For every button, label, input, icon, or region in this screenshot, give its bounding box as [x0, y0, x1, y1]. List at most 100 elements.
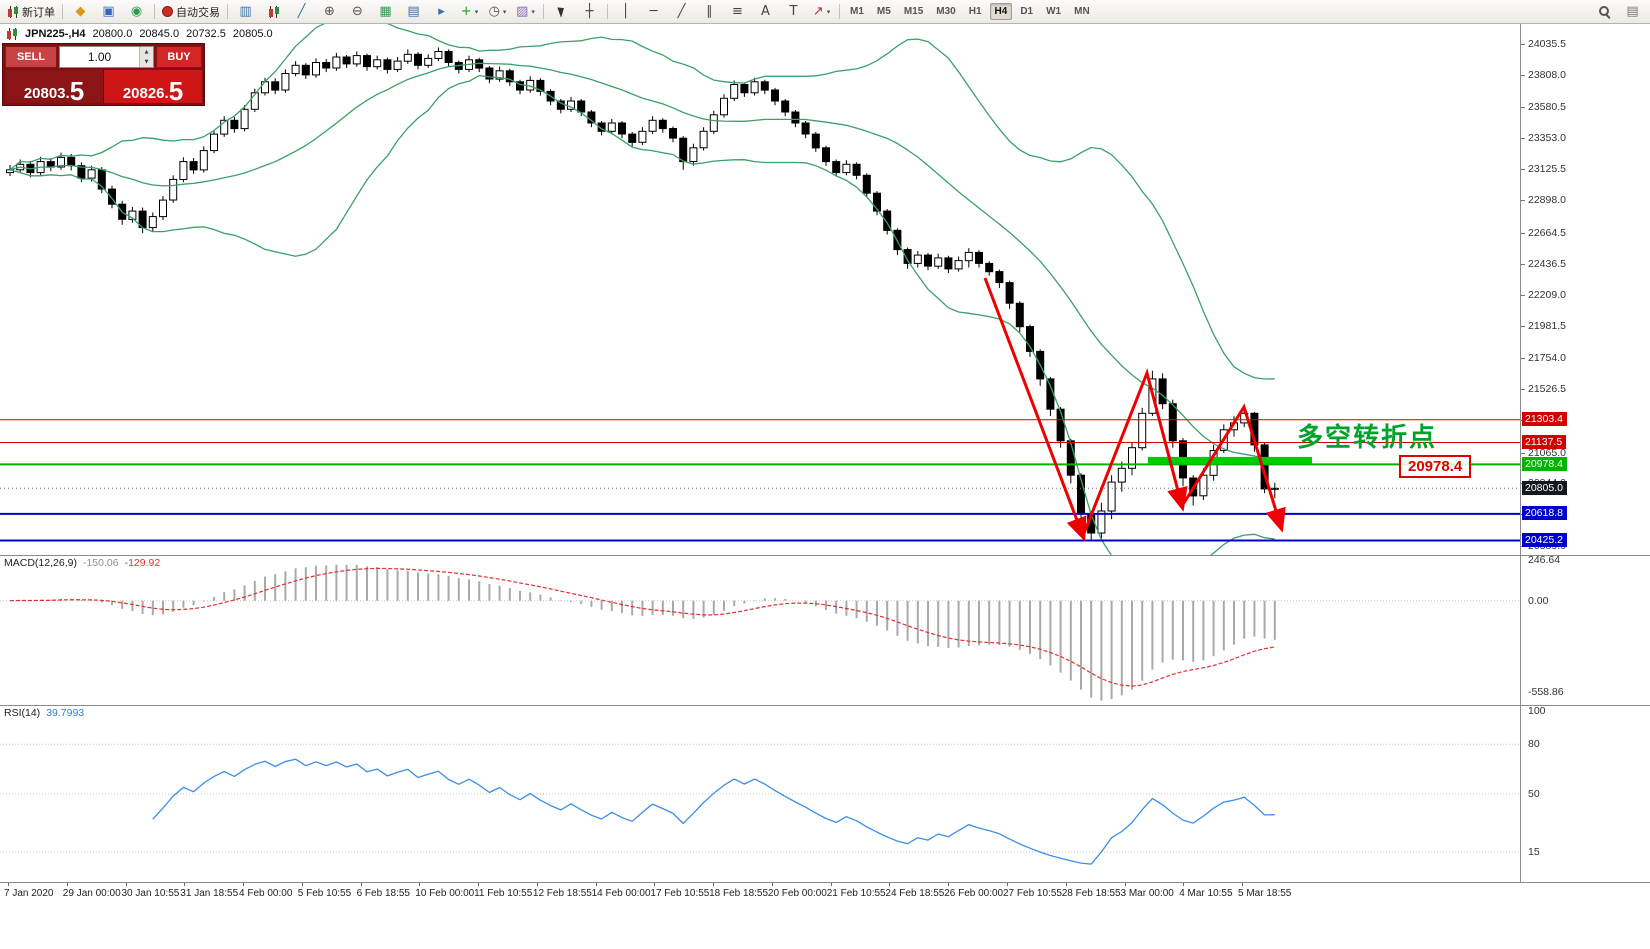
- new-order-button-label: 新订单: [22, 6, 55, 19]
- timeframe-w1[interactable]: W1: [1041, 3, 1066, 20]
- crosshair-icon[interactable]: ┼: [576, 2, 603, 22]
- volume-up-button[interactable]: ▲: [140, 47, 153, 57]
- new-order-button: [7, 4, 19, 19]
- price-axis-label: 23808.0: [1528, 69, 1566, 82]
- ohlc-high: 20845.0: [139, 28, 180, 40]
- auto-trading-button-label: 自动交易: [176, 6, 220, 19]
- equidistant-channel-icon[interactable]: ∥: [696, 2, 723, 22]
- text-label-icon[interactable]: T: [780, 2, 807, 22]
- trend-arrows[interactable]: [983, 277, 1286, 542]
- zoom-in-icon[interactable]: ⊕: [316, 2, 343, 22]
- text-icon[interactable]: A: [752, 2, 779, 22]
- cascade-windows-icon[interactable]: ▤: [400, 2, 427, 22]
- price-axis-tick: [1521, 357, 1525, 359]
- time-axis-label: 4 Feb 00:00: [239, 888, 293, 899]
- candlestick-chart-icon[interactable]: [260, 2, 287, 22]
- price-axis-label: 22436.5: [1528, 257, 1566, 270]
- buy-price[interactable]: 20826. 5: [104, 70, 202, 104]
- vertical-line-icon[interactable]: │: [612, 2, 639, 22]
- timeframe-m30[interactable]: M30: [931, 3, 960, 20]
- macd-pane-separator[interactable]: [0, 555, 1650, 556]
- price-chart[interactable]: [0, 24, 1520, 555]
- price-axis-tick: [1521, 263, 1525, 265]
- time-axis-separator: [0, 882, 1650, 883]
- periods-icon[interactable]: ◷ ▾: [484, 2, 511, 22]
- help-icon-glyph: ◉: [130, 4, 143, 19]
- volume-stepper[interactable]: 1.00 ▲ ▼: [59, 46, 154, 68]
- sell-price[interactable]: 20803. 5: [5, 70, 104, 104]
- price-axis-tick: [1521, 452, 1525, 454]
- zoom-out-icon[interactable]: ⊖: [344, 2, 371, 22]
- time-axis[interactable]: 7 Jan 2020 29 Jan 00:00 30 Jan 10:55 31 Jan…: [0, 882, 1650, 904]
- line-chart-icon-glyph: ╱: [297, 4, 306, 19]
- timeframe-h4[interactable]: H4: [989, 3, 1013, 20]
- macd-axis-label: -558.86: [1528, 685, 1564, 698]
- turning-point-annotation[interactable]: 多空转折点: [1297, 422, 1438, 452]
- price-axis-label: 23125.5: [1528, 163, 1566, 176]
- price-axis[interactable]: 24035.5 23808.0 23580.5 23353.0 23125.5 22898…: [1520, 24, 1650, 882]
- timeframe-d1[interactable]: D1: [1015, 3, 1038, 20]
- toolbar-separator: [607, 4, 608, 19]
- macd-axis-label: 246.64: [1528, 554, 1561, 567]
- time-axis-label: 10 Feb 00:00: [415, 888, 475, 899]
- quick-panel-icon[interactable]: ▤: [1619, 2, 1646, 22]
- volume-value[interactable]: 1.00: [87, 50, 112, 64]
- bar-chart-icon-glyph: ▥: [239, 4, 252, 19]
- macd-value: -150.06: [82, 557, 119, 569]
- market-watch-icon[interactable]: ▣: [95, 2, 122, 22]
- help-icon[interactable]: ◉: [123, 2, 150, 22]
- support-price-label-box[interactable]: 20978.4: [1399, 455, 1472, 478]
- macd-axis-label: 0.00: [1528, 594, 1549, 607]
- timeframe-m15[interactable]: M15: [899, 3, 928, 20]
- time-axis-label: 24 Feb 18:55: [885, 888, 945, 899]
- macd-indicator-label: MACD(12,26,9) -150.06 -129.92: [4, 557, 160, 569]
- cursor-icon[interactable]: [548, 2, 575, 22]
- macd-pane[interactable]: [0, 555, 1520, 705]
- buy-price-main: 20826.: [122, 85, 169, 102]
- trendline-icon[interactable]: ╱: [668, 2, 695, 22]
- timeframe-m5[interactable]: M5: [872, 3, 896, 20]
- time-axis-tick: [536, 882, 538, 886]
- search-icon[interactable]: [1591, 2, 1618, 22]
- time-axis-tick: [301, 882, 303, 886]
- rsi-pane[interactable]: [0, 705, 1520, 882]
- macd-name: MACD(12,26,9): [4, 557, 77, 569]
- price-level-badge: 20425.2: [1522, 533, 1567, 547]
- symbol-info-bar: JPN225-,H4 20800.0 20845.0 20732.5 20805…: [6, 27, 273, 41]
- auto-scroll-icon[interactable]: ▸: [428, 2, 455, 22]
- charts-icon-glyph: ◆: [75, 4, 86, 19]
- indicators-icon[interactable]: + ▾: [456, 2, 483, 22]
- price-level-badge: 20978.4: [1522, 456, 1567, 471]
- timeframe-h1[interactable]: H1: [964, 3, 987, 20]
- macd-histogram: [19, 564, 1276, 701]
- price-axis-label: 21981.5: [1528, 320, 1566, 333]
- templates-icon[interactable]: ▨ ▾: [512, 2, 539, 22]
- symbol-name: JPN225-,H4: [25, 28, 86, 40]
- auto-trading-button[interactable]: 自动交易: [159, 2, 223, 22]
- horizontal-line-icon-glyph: ─: [649, 4, 658, 19]
- timeframe-m1[interactable]: M1: [845, 3, 869, 20]
- bar-chart-icon[interactable]: ▥: [232, 2, 259, 22]
- time-axis-tick: [478, 882, 480, 886]
- new-order-button[interactable]: 新订单: [4, 2, 58, 22]
- time-axis-label: 11 Feb 10:55: [474, 888, 533, 899]
- line-chart-icon[interactable]: ╱: [288, 2, 315, 22]
- horizontal-line-icon[interactable]: ─: [640, 2, 667, 22]
- arrows-icon-glyph: ↗: [812, 4, 824, 19]
- time-axis-label: 21 Feb 10:55: [826, 888, 886, 899]
- time-axis-label: 6 Feb 18:55: [356, 888, 410, 899]
- buy-button[interactable]: BUY: [156, 46, 202, 68]
- rsi-pane-separator[interactable]: [0, 705, 1650, 706]
- time-axis-tick: [243, 882, 244, 886]
- volume-down-button[interactable]: ▼: [140, 57, 153, 67]
- sell-button[interactable]: SELL: [5, 46, 57, 68]
- time-axis-label: 5 Mar 18:55: [1238, 888, 1292, 899]
- tile-windows-icon[interactable]: ▦: [372, 2, 399, 22]
- fibonacci-icon[interactable]: ≡: [724, 2, 751, 22]
- price-axis-label: 21526.5: [1528, 383, 1566, 395]
- price-axis-tick: [1521, 200, 1525, 202]
- charts-icon[interactable]: ◆: [67, 2, 94, 22]
- timeframe-mn[interactable]: MN: [1069, 3, 1095, 20]
- arrows-icon[interactable]: ↗ ▾: [808, 2, 835, 22]
